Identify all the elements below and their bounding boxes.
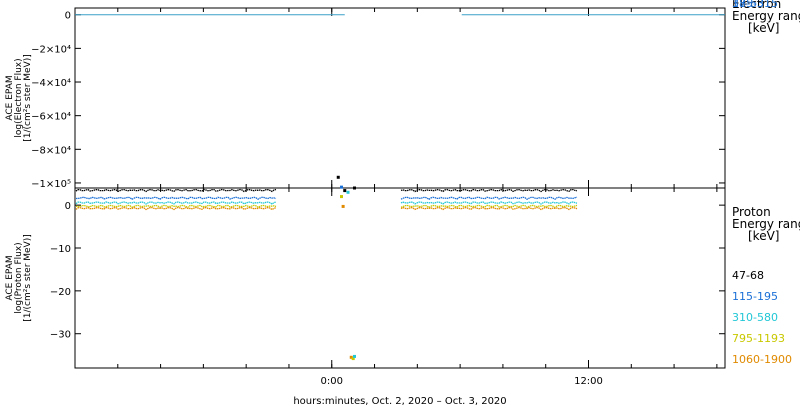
- series-points-1-1: [400, 196, 578, 201]
- series-points-2-0: [75, 201, 277, 205]
- legend-title-line: [keV]: [748, 229, 779, 243]
- y-tick-label: −10: [50, 244, 71, 255]
- series-points-3-0: [76, 204, 277, 209]
- series-points-0-0: [75, 188, 277, 193]
- series-points-4-1: [400, 206, 578, 211]
- x-tick-label: 0:00: [321, 376, 343, 387]
- y-tick-label: −1×10⁵: [31, 179, 71, 190]
- legend-item: 47-68: [732, 269, 764, 282]
- outlier-point-4: [353, 186, 356, 190]
- outlier-point-5: [340, 195, 343, 199]
- series-points-0-1: [400, 188, 578, 193]
- series-points-4-0: [75, 206, 277, 211]
- legend-item: 38-53: [732, 0, 764, 10]
- y-tick-label: −8×10⁴: [31, 145, 71, 156]
- y-tick-label: −2×10⁴: [31, 44, 71, 55]
- legend-item: 310-580: [732, 311, 778, 324]
- outlier-point-3: [346, 190, 350, 194]
- outlier-point-7: [349, 355, 353, 359]
- y-tick-label: −6×10⁴: [31, 112, 71, 123]
- y-tick-label: −20: [50, 287, 71, 298]
- legend-item: 115-195: [732, 290, 778, 303]
- y-axis-label-line: ACE EPAM: [5, 255, 15, 300]
- legend-title-line: [keV]: [748, 21, 779, 35]
- series-points-3-1: [400, 204, 578, 209]
- legend-item: 795-1193: [732, 332, 785, 345]
- x-axis-label: hours:minutes, Oct. 2, 2020 – Oct. 3, 20…: [293, 396, 506, 407]
- y-tick-label: −4×10⁴: [31, 78, 71, 89]
- series-points-2-1: [400, 201, 578, 205]
- y-axis-label-line: [1/(cm²s ster MeV)]: [23, 54, 33, 141]
- series-points-1-0: [75, 196, 277, 200]
- y-axis-label-line: [1/(cm²s ster MeV)]: [23, 234, 33, 321]
- legend-title-line: Energy range: [732, 217, 800, 231]
- outlier-point-2: [343, 189, 347, 193]
- legend-item: 175-315: [732, 0, 778, 10]
- y-axis-label-line: log(Electron Flux): [14, 58, 24, 137]
- outlier-point-9: [353, 354, 356, 358]
- y-axis-label-line: log(Proton Flux): [14, 242, 24, 313]
- x-tick-label: 12:00: [574, 376, 603, 387]
- y-axis-label-line: ACE EPAM: [5, 75, 15, 120]
- outlier-point-1: [340, 185, 343, 189]
- y-tick-label: 0: [65, 201, 71, 212]
- legend-title-line: Electron: [732, 0, 781, 11]
- legend-title-line: Proton: [732, 205, 771, 219]
- y-tick-label: −30: [50, 330, 71, 341]
- legend-item: 1060-1900: [732, 353, 792, 366]
- y-tick-label: 0: [65, 11, 71, 22]
- plot-frame-1: [74, 187, 726, 369]
- outlier-point-8: [351, 357, 355, 361]
- outlier-point-0: [336, 175, 340, 179]
- legend-title-line: Energy range: [732, 9, 800, 23]
- outlier-point-6: [341, 204, 345, 208]
